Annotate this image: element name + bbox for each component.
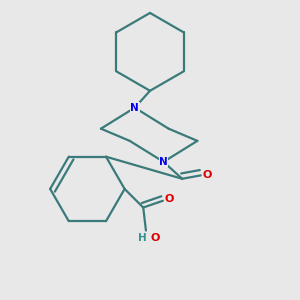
Text: O: O (151, 233, 160, 243)
Text: N: N (159, 157, 168, 167)
Text: O: O (203, 170, 212, 180)
Text: H: H (138, 233, 147, 243)
Text: O: O (164, 194, 174, 204)
Text: N: N (130, 103, 139, 113)
